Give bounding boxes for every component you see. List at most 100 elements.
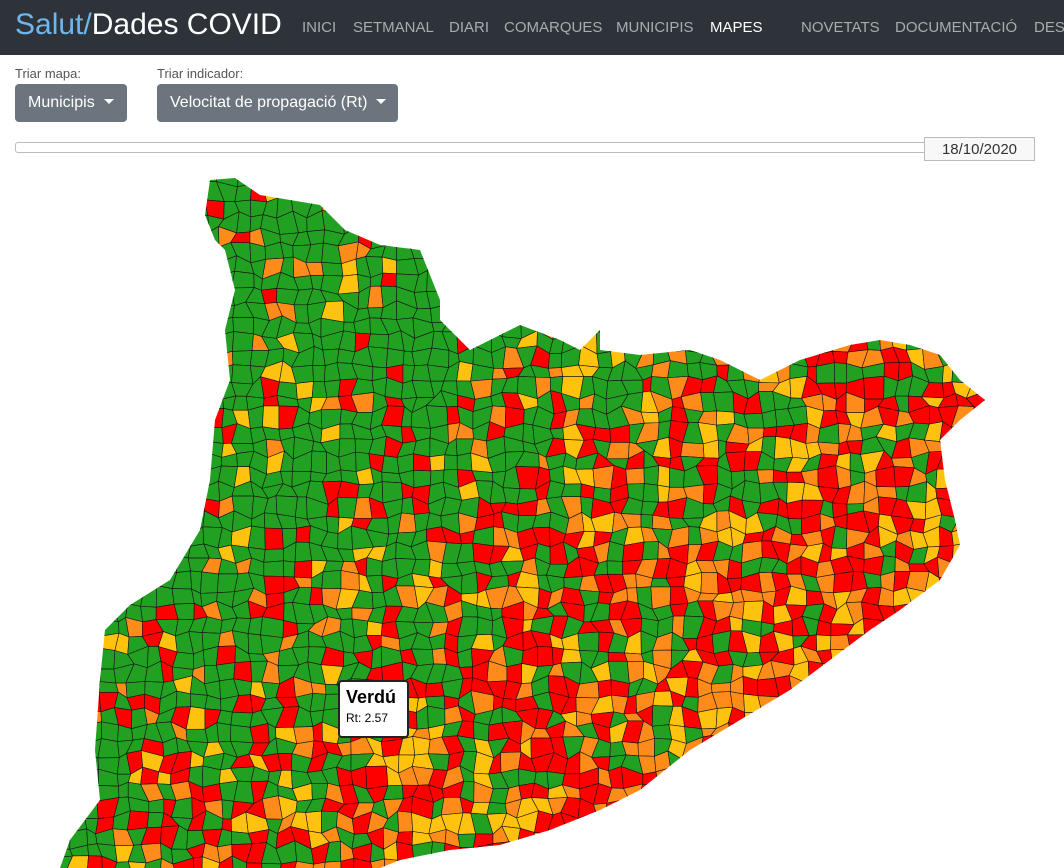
municipality[interactable]	[186, 498, 206, 516]
municipality[interactable]	[985, 382, 1002, 394]
municipality[interactable]	[156, 247, 178, 265]
municipality[interactable]	[59, 556, 75, 579]
municipality[interactable]	[1034, 422, 1046, 444]
municipality[interactable]	[38, 184, 55, 201]
municipality[interactable]	[701, 330, 717, 355]
municipality[interactable]	[80, 525, 103, 550]
municipality[interactable]	[982, 646, 996, 669]
municipality[interactable]	[1041, 347, 1063, 366]
municipality[interactable]	[835, 720, 852, 744]
municipality[interactable]	[200, 169, 219, 182]
municipality[interactable]	[185, 378, 207, 397]
municipality[interactable]	[1043, 440, 1060, 459]
municipality[interactable]	[1013, 335, 1034, 354]
municipality[interactable]	[980, 587, 1004, 603]
municipality[interactable]	[203, 395, 224, 410]
municipality[interactable]	[987, 620, 1005, 638]
municipality[interactable]	[906, 705, 927, 729]
municipality[interactable]	[846, 829, 867, 847]
municipality[interactable]	[1041, 738, 1063, 758]
municipality[interactable]	[922, 301, 945, 323]
municipality[interactable]	[1045, 594, 1061, 610]
municipality[interactable]	[36, 858, 55, 868]
municipality[interactable]	[698, 786, 713, 803]
municipality[interactable]	[891, 844, 910, 862]
municipality[interactable]	[591, 286, 613, 306]
municipality[interactable]	[951, 362, 973, 384]
municipality[interactable]	[1042, 633, 1059, 651]
municipality[interactable]	[921, 770, 942, 787]
municipality[interactable]	[69, 226, 88, 249]
municipality[interactable]	[1013, 316, 1030, 338]
municipality[interactable]	[111, 571, 132, 591]
municipality[interactable]	[942, 362, 954, 384]
municipality[interactable]	[865, 287, 884, 302]
municipality[interactable]	[651, 858, 673, 868]
municipality[interactable]	[986, 812, 997, 832]
municipality[interactable]	[837, 767, 855, 790]
municipality[interactable]	[508, 287, 523, 310]
municipality[interactable]	[593, 802, 608, 814]
municipality[interactable]	[66, 330, 90, 349]
municipality[interactable]	[878, 168, 894, 189]
municipality[interactable]	[140, 349, 161, 365]
municipality[interactable]	[680, 169, 703, 190]
municipality[interactable]	[906, 615, 925, 639]
municipality[interactable]	[1026, 738, 1043, 757]
municipality[interactable]	[605, 813, 625, 833]
municipality[interactable]	[501, 255, 525, 277]
municipality[interactable]	[127, 454, 150, 474]
municipality[interactable]	[159, 362, 176, 382]
municipality[interactable]	[1016, 723, 1034, 742]
municipality[interactable]	[800, 196, 825, 219]
municipality[interactable]	[803, 678, 823, 700]
municipality[interactable]	[942, 286, 959, 308]
municipality[interactable]	[51, 502, 70, 516]
municipality[interactable]	[200, 571, 219, 594]
municipality[interactable]	[639, 246, 658, 259]
municipality[interactable]	[1014, 362, 1028, 380]
municipality[interactable]	[875, 197, 899, 214]
municipality[interactable]	[772, 270, 793, 292]
municipality[interactable]	[907, 666, 928, 681]
municipality[interactable]	[276, 168, 295, 189]
municipality[interactable]	[686, 184, 704, 199]
municipality[interactable]	[996, 633, 1016, 651]
municipality[interactable]	[626, 168, 641, 185]
municipality[interactable]	[697, 184, 717, 199]
municipality[interactable]	[997, 501, 1012, 518]
municipality[interactable]	[925, 859, 945, 868]
municipality[interactable]	[879, 315, 897, 338]
municipality[interactable]	[966, 211, 987, 232]
municipality[interactable]	[726, 861, 744, 868]
municipality[interactable]	[189, 260, 207, 278]
municipality[interactable]	[36, 587, 58, 605]
municipality[interactable]	[800, 168, 823, 190]
municipality[interactable]	[117, 527, 129, 549]
municipality[interactable]	[127, 571, 150, 595]
municipality[interactable]	[456, 301, 480, 321]
municipality[interactable]	[983, 421, 1000, 440]
municipality[interactable]	[851, 766, 870, 787]
municipality[interactable]	[1014, 196, 1029, 218]
municipality[interactable]	[759, 346, 777, 366]
municipality[interactable]	[657, 465, 670, 488]
municipality[interactable]	[341, 212, 360, 235]
municipality[interactable]	[112, 861, 134, 868]
municipality[interactable]	[807, 660, 823, 685]
municipality[interactable]	[580, 170, 592, 185]
municipality[interactable]	[816, 188, 839, 203]
municipality[interactable]	[190, 526, 205, 547]
municipality[interactable]	[965, 615, 987, 635]
municipality[interactable]	[996, 366, 1019, 382]
municipality[interactable]	[519, 195, 540, 219]
municipality[interactable]	[965, 690, 989, 712]
municipality[interactable]	[800, 690, 822, 712]
municipality[interactable]	[170, 422, 192, 438]
municipality[interactable]	[999, 322, 1017, 335]
municipality[interactable]	[143, 556, 165, 580]
municipality[interactable]	[938, 721, 960, 740]
municipality[interactable]	[909, 274, 929, 295]
municipality[interactable]	[68, 287, 86, 308]
municipality[interactable]	[939, 437, 956, 460]
